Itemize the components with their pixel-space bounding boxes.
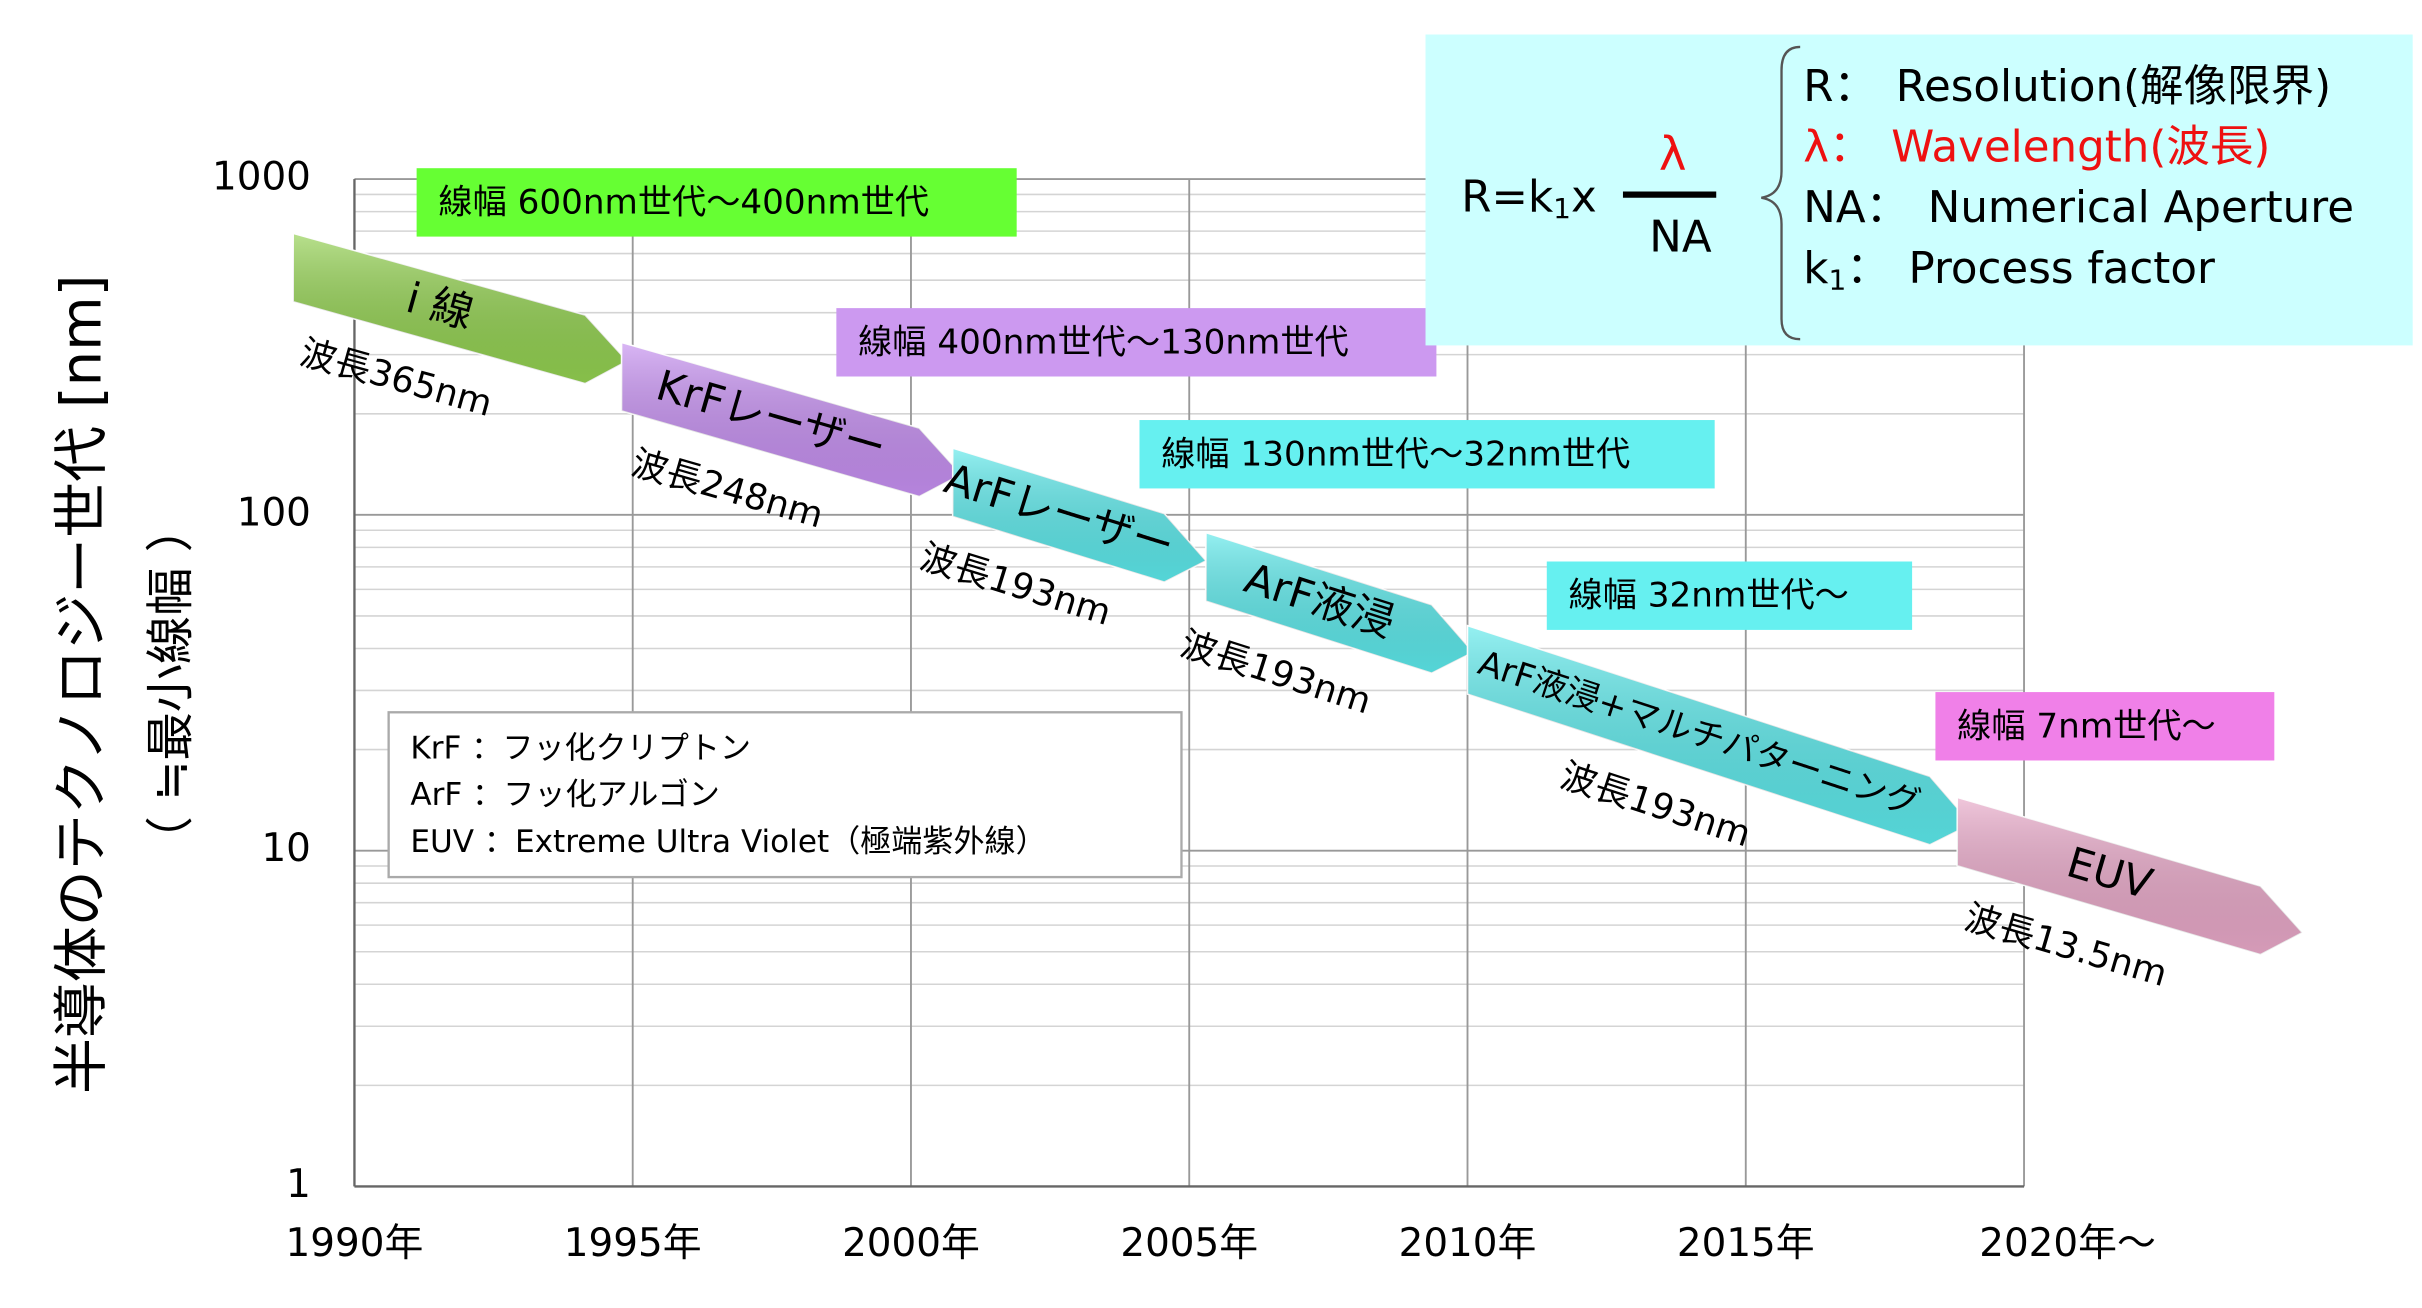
definition: k1： Process factor: [1803, 244, 2215, 297]
arrow-shade: [1957, 797, 2303, 955]
x-tick-label: 2005年: [1120, 1221, 1258, 1266]
definition: λ： Wavelength(波長): [1803, 123, 2270, 173]
legend-box: [387, 711, 1183, 879]
generation-label: 線幅 130nm世代～32nm世代: [1161, 434, 1630, 474]
y-tick-label: 100: [237, 490, 311, 535]
formula-text: R=k: [1461, 172, 1554, 222]
arrow-shade: [1205, 532, 1474, 674]
legend-entry: ArF ：フッ化アルゴン: [410, 777, 719, 813]
arrow-shade: [952, 448, 1206, 583]
y-tick-label: 1: [286, 1162, 311, 1207]
generation-label: 線幅 400nm世代～130nm世代: [858, 322, 1349, 362]
brace: [1761, 45, 1801, 341]
definition-symbol: R：: [1803, 62, 1877, 112]
y-tick-label: 1000: [212, 155, 311, 200]
generation-box: [416, 168, 1017, 237]
x-tick-label: 1995年: [564, 1221, 702, 1266]
generation-box: [836, 308, 1437, 377]
definition-text: Wavelength(波長): [1891, 123, 2270, 173]
y-axis-title: 半導体のテクノロジー世代 [nm]: [50, 275, 115, 1094]
x-tick-label: 2020年～: [1979, 1221, 2156, 1266]
formula-sub: 1: [1553, 192, 1571, 225]
definition-symbol: k: [1803, 244, 1829, 294]
generation-label: 線幅 32nm世代～: [1569, 576, 1849, 616]
formula-text: x: [1571, 172, 1597, 222]
x-tick-label: 1990年: [286, 1221, 424, 1266]
formula-denominator: NA: [1649, 213, 1712, 263]
arrow-shade: [621, 342, 962, 497]
arrow-shade: [1467, 625, 1972, 845]
legend-entry: KrF ：フッ化クリプトン: [410, 731, 751, 767]
x-tick-label: 2000年: [842, 1221, 980, 1266]
formula-lhs: R=k1x: [1461, 172, 1596, 225]
x-tick-label: 2010年: [1399, 1221, 1537, 1266]
y-axis-subtitle: （ ≒最小線幅 ）: [143, 504, 199, 864]
x-tick-label: 2015年: [1677, 1221, 1815, 1266]
formula-numerator: λ: [1659, 127, 1687, 181]
definition-text: Numerical Aperture: [1928, 183, 2354, 233]
definition: R： Resolution(解像限界): [1803, 62, 2331, 112]
legend-entry: EUV ：Extreme Ultra Violet（極端紫外線）: [410, 824, 1046, 860]
arrow-shade: [293, 233, 628, 384]
definition-symbol: ：: [1846, 244, 1890, 294]
formula-box: [1425, 34, 2413, 346]
y-tick-label: 10: [261, 826, 310, 871]
generation-box: [1139, 420, 1715, 489]
definition-text: Process factor: [1908, 244, 2215, 294]
generation-label: 線幅 600nm世代～400nm世代: [438, 182, 929, 222]
generation-box: [1935, 692, 2275, 761]
definition: NA： Numerical Aperture: [1803, 183, 2354, 233]
definition-symbol: λ：: [1803, 123, 1872, 173]
generation-label: 線幅 7nm世代～: [1957, 706, 2216, 746]
generation-box: [1546, 561, 1913, 630]
definition-symbol: NA：: [1803, 183, 1909, 233]
definition-text: Resolution(解像限界): [1896, 62, 2331, 112]
definition-sub: 1: [1828, 264, 1846, 297]
